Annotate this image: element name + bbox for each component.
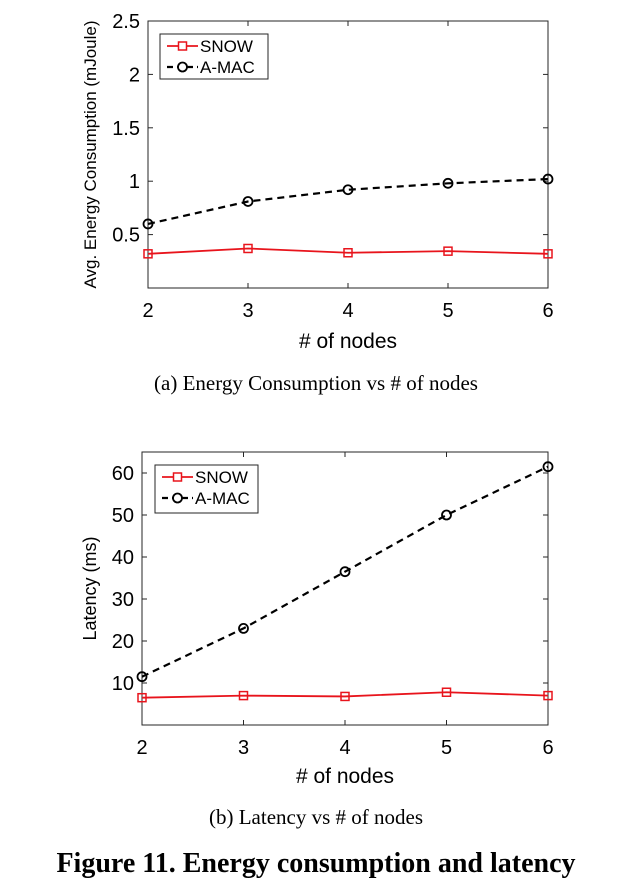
data-point-a-mac [542, 173, 554, 185]
data-point-snow [443, 246, 453, 256]
y-tick-label: 10 [112, 673, 134, 695]
legend-marker-a-mac [172, 492, 183, 504]
series-line-a-mac [147, 177, 549, 225]
y-tick-label: 2.5 [112, 11, 140, 33]
x-tick-label: 2 [142, 300, 153, 322]
data-point-snow [143, 249, 153, 259]
data-point-snow [343, 248, 353, 258]
legend-marker-a-mac [177, 61, 188, 73]
data-point-snow [243, 243, 253, 254]
x-tick-label: 4 [339, 737, 350, 759]
x-tick-label: 4 [342, 300, 353, 322]
y-tick-label: 40 [112, 547, 134, 569]
data-point-a-mac [339, 566, 351, 578]
series-line-a-mac [141, 465, 549, 678]
series-line-snow [147, 247, 549, 255]
x-tick-label: 5 [442, 300, 453, 322]
y-tick-label: 20 [112, 631, 134, 653]
y-axis-label: Latency (ms) [80, 536, 100, 640]
data-point-a-mac [442, 177, 454, 189]
figure-caption: Figure 11. Energy consumption and latenc… [56, 848, 575, 879]
series-line-snow [141, 691, 549, 699]
x-tick-label: 3 [242, 300, 253, 322]
y-tick-label: 1 [129, 171, 140, 193]
data-point-snow [238, 690, 249, 701]
data-point-a-mac [441, 509, 452, 521]
y-tick-label: 0.5 [112, 225, 140, 247]
x-axis-label: # of nodes [296, 765, 394, 788]
legend-marker-snow [177, 41, 188, 51]
data-point-snow [543, 690, 553, 701]
y-tick-label: 50 [112, 505, 134, 527]
legend-box [154, 464, 259, 514]
legend: SNOW A-MAC [159, 33, 269, 80]
data-point-snow [137, 692, 147, 703]
x-axis-label: # of nodes [299, 330, 397, 353]
subcaption-a: (a) Energy Consumption vs # of nodes [154, 371, 478, 395]
x-tick-label: 6 [542, 300, 553, 322]
data-point-a-mac [238, 623, 249, 634]
legend-label-snow: SNOW [195, 468, 248, 487]
y-tick-label: 30 [112, 589, 134, 611]
axis-ticks: 2 3 4 5 6 10 20 30 40 50 60 [112, 452, 554, 759]
chart-energy: 2 3 4 5 6 0.5 1 1.5 2 2.5 SNOW A-MAC # of nodes Av… [81, 11, 554, 395]
series-group [142, 173, 554, 259]
y-tick-label: 60 [112, 463, 134, 485]
legend: SNOW A-MAC [154, 464, 259, 514]
data-point-a-mac [342, 184, 354, 196]
x-tick-label: 6 [542, 737, 553, 759]
x-tick-label: 3 [238, 737, 249, 759]
data-point-a-mac [142, 218, 154, 230]
legend-label-a-mac: A-MAC [195, 489, 250, 508]
data-point-a-mac [542, 461, 554, 473]
data-point-snow [543, 249, 553, 259]
data-point-a-mac [242, 196, 254, 207]
data-point-snow [340, 691, 350, 702]
subcaption-b: (b) Latency vs # of nodes [209, 805, 423, 829]
data-point-snow [441, 687, 452, 697]
axis-ticks: 2 3 4 5 6 0.5 1 1.5 2 2.5 [112, 11, 553, 322]
chart-latency: 2 3 4 5 6 10 20 30 40 50 60 SNOW A-MAC # of nodes L… [80, 451, 554, 829]
legend-label-snow: SNOW [200, 37, 253, 56]
y-axis-label: Avg. Energy Consumption (mJoule) [81, 20, 100, 288]
data-point-a-mac [136, 671, 148, 683]
x-tick-label: 5 [441, 737, 452, 759]
series-group [136, 461, 554, 703]
y-tick-label: 1.5 [112, 118, 140, 140]
x-tick-label: 2 [136, 737, 147, 759]
legend-label-a-mac: A-MAC [200, 58, 255, 77]
y-tick-label: 2 [129, 64, 140, 86]
legend-marker-snow [172, 472, 183, 482]
